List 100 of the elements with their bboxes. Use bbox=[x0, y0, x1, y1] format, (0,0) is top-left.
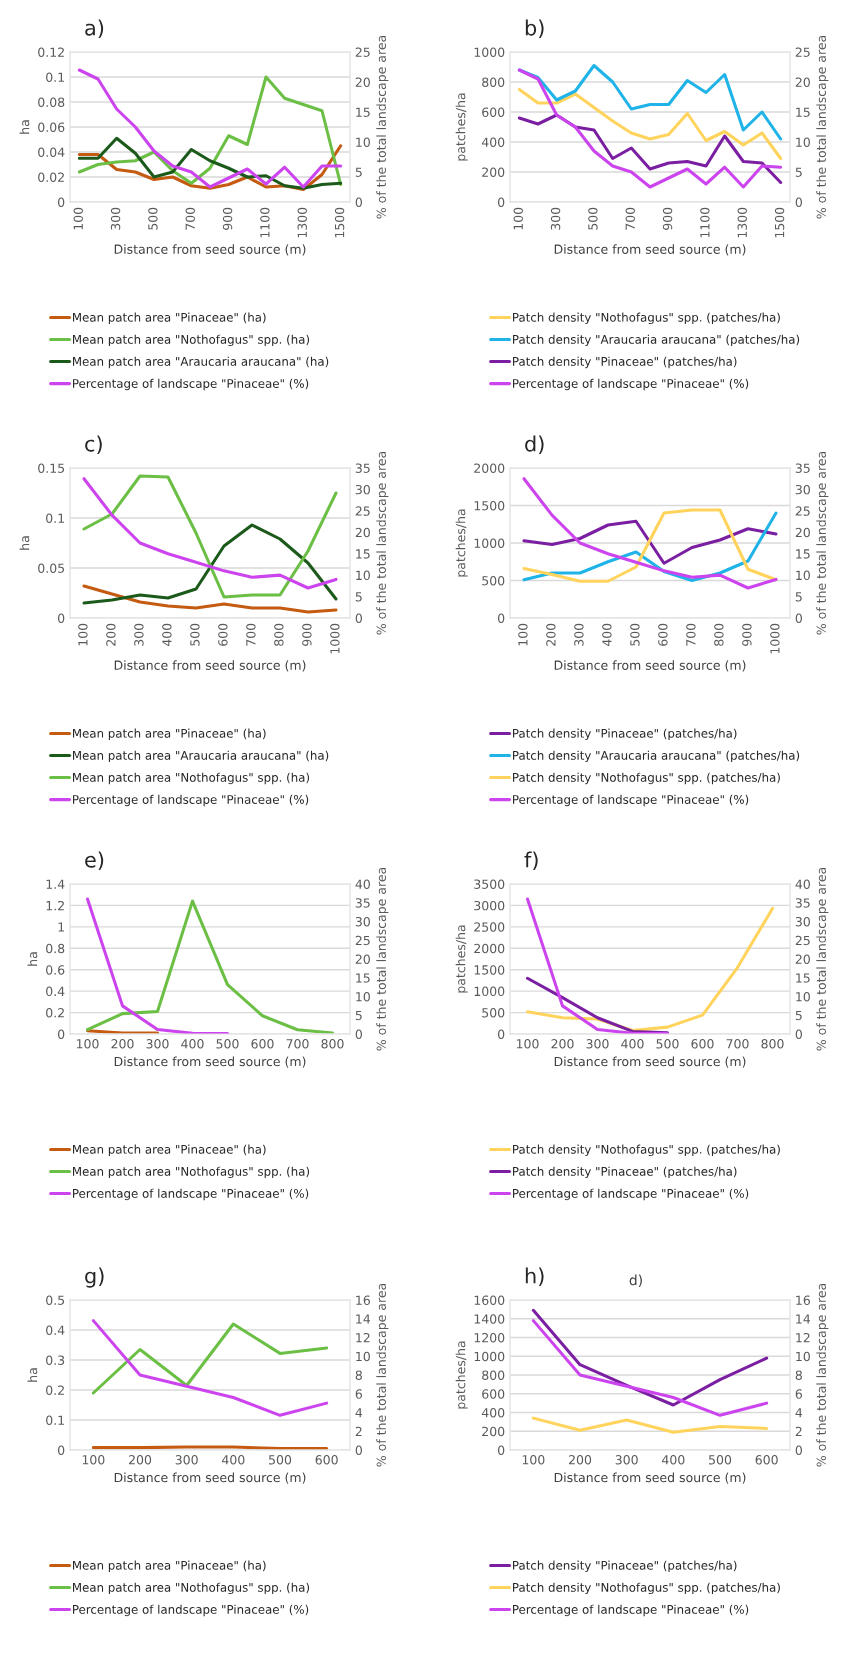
y2-tick-label: 10 bbox=[796, 570, 810, 581]
y2-tick-label: 20 bbox=[795, 527, 810, 538]
legend-label: Mean patch area "Araucaria araucana" (ha) bbox=[73, 356, 329, 369]
y-tick-label: 2500 bbox=[474, 922, 505, 932]
y-tick-label: 0.06 bbox=[38, 122, 65, 132]
y2-tick-label: 8 bbox=[795, 1370, 802, 1380]
chart-title: c) bbox=[85, 435, 102, 455]
y2-tick-label: 10 bbox=[796, 1351, 810, 1362]
y2-tick-label: 25 bbox=[795, 935, 810, 946]
chart-title: d) bbox=[525, 435, 544, 455]
y2-tick-label: 6 bbox=[795, 1389, 803, 1399]
line-series bbox=[517, 113, 783, 185]
legend-label: Mean patch area "Nothofagus" spp. (ha) bbox=[73, 772, 310, 785]
y-tick-label: 0.4 bbox=[46, 986, 65, 997]
x-tick-label: 300 bbox=[615, 1455, 638, 1465]
y-tick-label: 0.8 bbox=[46, 943, 65, 954]
x-tick-label: 900 bbox=[222, 207, 233, 230]
x-tick-label: 100 bbox=[516, 1039, 539, 1049]
y2-tick-label: 15 bbox=[356, 549, 370, 559]
x-tick-label: 300 bbox=[146, 1039, 169, 1049]
y2-tick-label: 25 bbox=[795, 47, 810, 57]
y2-tick-label: 0 bbox=[795, 1029, 802, 1039]
legend-label: Percentage of landscape "Pinaceae" (%) bbox=[513, 794, 749, 807]
y2-axis-title: % of the total landscape area bbox=[816, 451, 829, 635]
line-series bbox=[77, 136, 343, 190]
y2-tick-label: 35 bbox=[795, 463, 810, 473]
chart-title: a) bbox=[85, 19, 104, 39]
y2-tick-label: 20 bbox=[355, 527, 370, 538]
x-tick-label: 700 bbox=[185, 207, 195, 230]
y-tick-label: 0.12 bbox=[38, 47, 64, 57]
y2-axis-title: % of the total landscape area bbox=[376, 35, 389, 219]
chart-title: g) bbox=[85, 1267, 104, 1288]
x-tick-label: 1000 bbox=[330, 623, 340, 654]
y-tick-label: 600 bbox=[482, 107, 505, 117]
x-tick-label: 500 bbox=[656, 1039, 679, 1049]
line-series bbox=[522, 519, 778, 565]
y2-tick-label: 10 bbox=[356, 991, 370, 1002]
x-tick-label: 100 bbox=[76, 1039, 99, 1049]
y-tick-label: 0.1 bbox=[46, 72, 64, 82]
x-tick-label: 100 bbox=[73, 207, 83, 230]
x-tick-label: 300 bbox=[586, 1039, 609, 1049]
y-tick-label: 0.5 bbox=[46, 1295, 65, 1305]
y2-tick-label: 10 bbox=[796, 137, 810, 147]
y2-tick-label: 0 bbox=[795, 613, 802, 623]
y2-tick-label: 0 bbox=[795, 1445, 802, 1455]
y2-tick-label: 12 bbox=[356, 1332, 370, 1343]
legend-label: Patch density "Nothofagus" spp. (patches/ha) bbox=[513, 1582, 780, 1595]
y2-tick-label: 5 bbox=[355, 1010, 362, 1021]
y-tick-label: 0.15 bbox=[38, 463, 65, 473]
y2-tick-label: 0 bbox=[355, 1445, 362, 1455]
line-series bbox=[85, 899, 335, 1034]
y-tick-label: 1000 bbox=[474, 538, 505, 548]
x-tick-label: 900 bbox=[662, 207, 673, 230]
y-axis-title: ha bbox=[19, 536, 30, 550]
x-tick-label: 400 bbox=[662, 1455, 685, 1465]
y2-tick-label: 10 bbox=[796, 991, 810, 1002]
x-tick-label: 400 bbox=[621, 1039, 644, 1049]
line-series bbox=[522, 477, 778, 590]
y-tick-label: 0 bbox=[498, 1445, 505, 1455]
chart-title: f) bbox=[524, 851, 538, 871]
y2-tick-label: 35 bbox=[355, 898, 370, 908]
legend-label: Mean patch area "Nothofagus" spp. (ha) bbox=[73, 1166, 310, 1179]
x-tick-label: 700 bbox=[286, 1039, 309, 1049]
chart-title: h) bbox=[525, 1267, 544, 1287]
y2-tick-label: 5 bbox=[795, 1010, 802, 1021]
y2-tick-label: 14 bbox=[356, 1314, 371, 1324]
y-tick-label: 0.3 bbox=[46, 1355, 65, 1365]
chart-title: e) bbox=[85, 851, 104, 871]
x-axis-title: Distance from seed source (m) bbox=[114, 1056, 306, 1068]
y2-tick-label: 0 bbox=[355, 1029, 362, 1039]
y-tick-label: 0.02 bbox=[38, 172, 64, 182]
y-tick-label: 200 bbox=[482, 167, 505, 177]
y-axis-title: patches/ha bbox=[455, 925, 468, 993]
y-tick-label: 1.4 bbox=[46, 879, 65, 889]
y2-axis-title: % of the total landscape area bbox=[816, 867, 829, 1051]
x-tick-label: 700 bbox=[625, 207, 635, 230]
y2-tick-label: 30 bbox=[795, 484, 810, 495]
y2-tick-label: 15 bbox=[356, 973, 370, 983]
y-tick-label: 1000 bbox=[474, 986, 505, 997]
y-tick-label: 400 bbox=[481, 137, 505, 147]
y2-tick-label: 2 bbox=[355, 1426, 362, 1436]
y-tick-label: 0.4 bbox=[46, 1325, 65, 1335]
y-tick-label: 1.2 bbox=[46, 900, 64, 911]
y-tick-label: 200 bbox=[482, 1426, 505, 1437]
y2-tick-label: 12 bbox=[796, 1332, 810, 1343]
y2-tick-label: 15 bbox=[356, 107, 370, 117]
y-tick-label: 0.2 bbox=[46, 1385, 64, 1395]
legend-label: Patch density "Nothofagus" spp. (patches/ha) bbox=[513, 772, 780, 785]
y-tick-label: 1 bbox=[58, 922, 64, 932]
y2-tick-label: 20 bbox=[795, 77, 810, 87]
y2-tick-label: 40 bbox=[795, 879, 810, 889]
line-series bbox=[91, 1319, 329, 1417]
x-tick-label: 200 bbox=[111, 1039, 134, 1049]
y2-tick-label: 10 bbox=[356, 1351, 370, 1362]
legend-label: Mean patch area "Pinaceae" (ha) bbox=[73, 1144, 266, 1157]
y-tick-label: 400 bbox=[481, 1407, 505, 1418]
x-tick-label: 300 bbox=[550, 207, 561, 230]
y2-axis-title: % of the total landscape area bbox=[816, 1283, 829, 1467]
legend-label: Percentage of landscape "Pinaceae" (%) bbox=[513, 1188, 749, 1201]
x-axis-title: Distance from seed source (m) bbox=[114, 1472, 306, 1484]
